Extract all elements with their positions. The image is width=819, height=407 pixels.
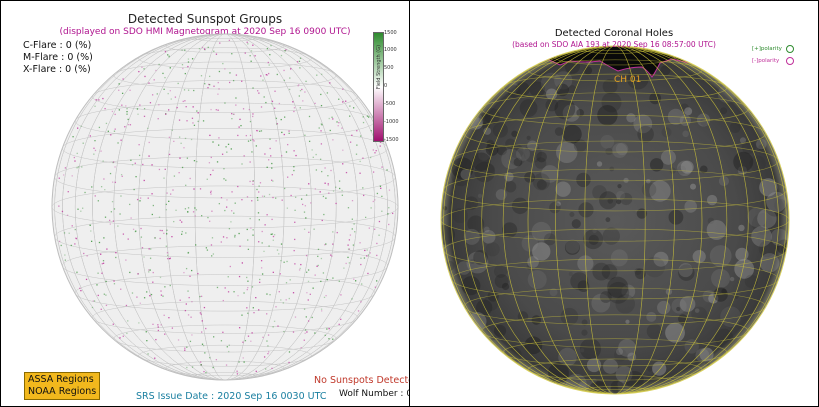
grid-lines (52, 34, 398, 380)
legend-assa: ASSA Regions (28, 374, 94, 385)
colorbar-tick: 1000 (384, 47, 397, 53)
field-strength-colorbar (373, 32, 384, 142)
colorbar-tick: -500 (384, 101, 396, 107)
x-flare-prob: X-Flare : 0 (%) (23, 64, 91, 75)
srs-issue-date: SRS Issue Date : 2020 Sep 16 0030 UTC (136, 391, 327, 402)
panel-title: Detected Sunspot Groups (127, 12, 283, 26)
negative-polarity-marker (786, 57, 794, 65)
positive-polarity-label: [+]polarity (752, 46, 782, 52)
m-flare-prob: M-Flare : 0 (%) (23, 52, 93, 63)
legend-noaa: NOAA Regions (28, 386, 97, 397)
limb-outline (440, 45, 790, 395)
sunspot-groups-panel: Detected Sunspot Groups (displayed on SD… (1, 1, 410, 406)
colorbar-tick: 500 (384, 65, 394, 71)
magnetic-features (58, 39, 394, 375)
panel-title: Detected Coronal Holes (554, 28, 674, 39)
c-flare-prob: C-Flare : 0 (%) (23, 40, 92, 51)
wolf-number: Wolf Number : 0 (339, 389, 410, 399)
colorbar-tick: 0 (384, 83, 388, 89)
colorbar-tick: 1500 (384, 30, 397, 36)
solar-disk (51, 33, 399, 381)
region-legend: ASSA Regions NOAA Regions (24, 372, 101, 400)
colorbar-tick: -1000 (384, 119, 399, 125)
colorbar-label: Field Strength (G) (376, 44, 383, 90)
aia-disk (440, 45, 794, 395)
colorbar-tick: -1500 (384, 137, 399, 143)
no-sunspots-text: No Sunspots Detected (314, 375, 410, 386)
coronal-holes-panel: Detected Coronal Holes (based on SDO AIA… (410, 1, 818, 406)
coronal-hole-label: CH 01 (614, 75, 642, 85)
negative-polarity-label: [-]polarity (752, 58, 780, 64)
panel-subtitle: (based on SDO AIA 193 at 2020 Sep 16 08:… (512, 40, 716, 49)
panel-subtitle: (displayed on SDO HMI Magnetogram at 202… (59, 27, 351, 37)
magnetogram-disk (51, 33, 399, 381)
grid-lines (441, 46, 789, 394)
solar-disk-aia (441, 46, 789, 394)
positive-polarity-marker (786, 45, 794, 53)
